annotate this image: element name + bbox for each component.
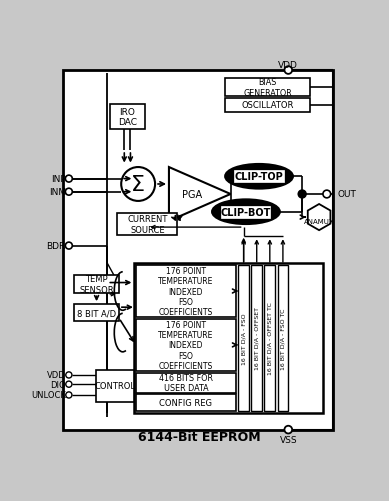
Text: UNLOCK: UNLOCK [31,391,66,400]
Text: CONTROL: CONTROL [95,381,135,390]
Text: VDD: VDD [279,61,298,70]
Bar [134,264,323,414]
Text: IRO
DAC: IRO DAC [118,107,137,127]
Circle shape [284,426,292,433]
Bar [136,373,236,393]
Bar [74,275,119,294]
Text: DIO: DIO [50,380,66,389]
Circle shape [66,372,72,378]
Text: Σ: Σ [131,175,145,194]
Text: 16 BIT D/A - OFFSET: 16 BIT D/A - OFFSET [254,307,259,370]
Text: 16 BIT D/A - OFFSET TC: 16 BIT D/A - OFFSET TC [267,302,272,375]
Bar [110,105,145,129]
Text: CURRENT
SOURCE: CURRENT SOURCE [127,215,168,234]
Text: 176 POINT
TEMPERATURE
INDEXED
FSO
COEFFICIENTS: 176 POINT TEMPERATURE INDEXED FSO COEFFI… [158,320,214,370]
Circle shape [66,381,72,387]
Polygon shape [169,168,231,221]
Bar [251,266,262,411]
Text: 6144-Bit EEPROM: 6144-Bit EEPROM [138,430,260,443]
Bar [238,266,249,411]
Bar [136,394,236,411]
Text: CLIP-BOT: CLIP-BOT [221,207,271,217]
Text: INP: INP [51,175,66,184]
Circle shape [284,67,292,75]
Text: ANAMUX: ANAMUX [304,218,335,224]
Text: 8 BIT A/D: 8 BIT A/D [77,309,116,318]
Text: BDR: BDR [47,241,66,250]
Text: BIAS
GENERATOR: BIAS GENERATOR [243,78,292,98]
Circle shape [323,191,331,198]
Text: VSS: VSS [279,435,297,444]
Text: TEMP
SENSOR: TEMP SENSOR [79,275,114,294]
Text: CONFIG REG: CONFIG REG [159,398,212,407]
Bar [221,206,270,218]
Circle shape [65,189,72,196]
Bar [235,171,284,183]
Circle shape [121,168,155,201]
Circle shape [65,242,72,249]
Text: PGA: PGA [182,189,202,199]
Bar [74,305,119,322]
Text: 16 BIT D/A - FSO TC: 16 BIT D/A - FSO TC [280,308,286,369]
Circle shape [298,191,306,198]
Text: INM: INM [49,188,66,197]
Text: 176 POINT
TEMPERATURE
INDEXED
FSO
COEFFICIENTS: 176 POINT TEMPERATURE INDEXED FSO COEFFI… [158,266,214,317]
Circle shape [66,392,72,398]
Bar [225,99,310,112]
Text: VDD: VDD [47,371,66,380]
Bar [63,71,333,430]
Text: 16 BIT D/A - FSO: 16 BIT D/A - FSO [241,313,246,364]
Text: OUT: OUT [338,190,356,199]
Bar [117,214,177,235]
Bar [225,79,310,97]
Text: CLIP-TOP: CLIP-TOP [235,172,284,182]
Circle shape [65,176,72,183]
Polygon shape [308,204,330,231]
Text: 416 BITS FOR
USER DATA: 416 BITS FOR USER DATA [159,373,213,393]
Ellipse shape [212,200,280,224]
Bar [136,319,236,371]
Bar [96,370,134,402]
Text: OSCILLATOR: OSCILLATOR [241,101,294,110]
Bar [265,266,275,411]
Bar [277,266,288,411]
Bar [136,266,236,318]
Ellipse shape [225,165,293,189]
